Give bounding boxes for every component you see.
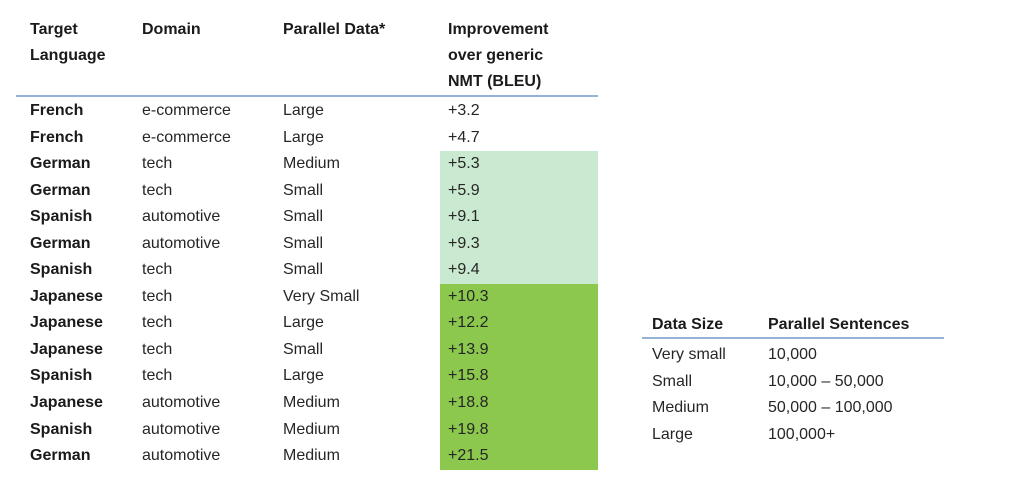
target-language-cell: German	[30, 155, 91, 173]
table-row: German tech Medium +5.3	[16, 151, 598, 178]
parallel-data-cell: Small	[283, 208, 324, 226]
table-row: German tech Small +5.9	[16, 177, 598, 205]
target-language-cell: Japanese	[30, 287, 103, 305]
parallel-data-cell: Medium	[283, 155, 340, 173]
target-language-cell: French	[30, 128, 84, 146]
parallel-data-cell: Large	[283, 367, 324, 385]
parallel-data-cell: Small	[283, 234, 324, 252]
domain-cell: e-commerce	[142, 102, 231, 119]
table-row: German automotive Medium +21.5	[16, 443, 598, 470]
improvement-cell: +21.5	[440, 443, 598, 470]
parallel-data-cell: Medium	[283, 447, 340, 465]
column-header-parallel-data: Parallel Data*	[283, 21, 386, 38]
improvement-cell: +5.9	[440, 177, 598, 205]
improvement-cell: +9.1	[440, 204, 598, 231]
target-language-cell: Japanese	[30, 314, 103, 332]
table-row: Spanish tech Large +15.8	[16, 363, 598, 391]
parallel-sentences-cell: 50,000 – 100,000	[768, 399, 893, 417]
domain-cell: e-commerce	[142, 128, 231, 146]
parallel-data-cell: Large	[283, 314, 324, 332]
table-row: Spanish automotive Medium +19.8	[16, 416, 598, 444]
column-header-data-size: Data Size	[652, 316, 724, 333]
parallel-sentences-cell: 10,000 – 50,000	[768, 372, 884, 390]
improvement-cell: +9.4	[440, 257, 598, 284]
domain-cell: tech	[142, 367, 173, 385]
table-row: French e-commerce Large +4.7	[16, 125, 598, 152]
improvement-cell: +12.2	[440, 310, 598, 337]
parallel-sentences-cell: 10,000	[768, 346, 817, 363]
domain-cell: tech	[142, 287, 173, 305]
domain-cell: tech	[142, 181, 173, 199]
column-header-domain: Domain	[142, 21, 201, 38]
table-row: Japanese tech Very Small +10.3	[16, 283, 598, 311]
data-size-cell: Medium	[652, 399, 709, 417]
target-language-cell: Spanish	[30, 208, 93, 226]
domain-cell: automotive	[142, 394, 221, 412]
table-row: French e-commerce Large +3.2	[16, 98, 598, 125]
improvement-cell: +19.8	[440, 416, 598, 444]
parallel-sentences-cell: 100,000+	[768, 426, 836, 444]
target-language-cell: Spanish	[30, 261, 93, 279]
parallel-data-cell: Large	[283, 128, 324, 146]
column-header-improvement: Improvement over generic NMT (BLEU)	[448, 21, 549, 90]
target-language-cell: Japanese	[30, 340, 103, 358]
parallel-data-cell: Very Small	[283, 287, 360, 305]
table-row: Japanese tech Large +12.2	[16, 310, 598, 337]
parallel-data-cell: Small	[283, 261, 324, 279]
data-size-cell: Large	[652, 426, 693, 444]
results-table: Target Language Domain Parallel Data* Im…	[16, 12, 598, 470]
table-row: Japanese automotive Medium +18.8	[16, 390, 598, 417]
domain-cell: automotive	[142, 420, 221, 438]
domain-cell: automotive	[142, 234, 221, 252]
target-language-cell: Spanish	[30, 367, 93, 385]
target-language-cell: German	[30, 447, 91, 465]
column-header-parallel-sentences: Parallel Sentences	[768, 316, 910, 333]
results-table-header: Target Language Domain Parallel Data* Im…	[16, 12, 598, 97]
parallel-data-cell: Large	[283, 102, 324, 119]
parallel-data-cell: Medium	[283, 420, 340, 438]
target-language-cell: German	[30, 234, 91, 252]
domain-cell: automotive	[142, 208, 221, 226]
data-size-legend-table: Data Size Parallel Sentences Very small 1…	[642, 313, 944, 449]
domain-cell: tech	[142, 155, 173, 173]
table-row: Spanish automotive Small +9.1	[16, 204, 598, 231]
target-language-cell: Japanese	[30, 394, 103, 412]
legend-row: Large 100,000+	[642, 422, 944, 449]
improvement-cell: +3.2	[448, 102, 480, 119]
data-size-cell: Very small	[652, 346, 726, 363]
improvement-cell: +5.3	[440, 151, 598, 178]
table-row: Japanese tech Small +13.9	[16, 336, 598, 364]
legend-table-body: Very small 10,000 Small 10,000 – 50,000 Medi…	[642, 342, 944, 449]
results-table-body: French e-commerce Large +3.2 French e-commerc…	[16, 98, 598, 470]
improvement-cell: +13.9	[440, 336, 598, 364]
target-language-cell: French	[30, 102, 84, 119]
improvement-cell: +9.3	[440, 230, 598, 258]
data-size-cell: Small	[652, 372, 693, 390]
target-language-cell: Spanish	[30, 420, 93, 438]
domain-cell: tech	[142, 261, 173, 279]
domain-cell: tech	[142, 314, 173, 332]
domain-cell: tech	[142, 340, 173, 358]
parallel-data-cell: Medium	[283, 394, 340, 412]
improvement-cell: +18.8	[440, 390, 598, 417]
improvement-cell: +4.7	[448, 128, 480, 146]
improvement-cell: +15.8	[440, 363, 598, 391]
domain-cell: automotive	[142, 447, 221, 465]
parallel-data-cell: Small	[283, 181, 324, 199]
table-row: Spanish tech Small +9.4	[16, 257, 598, 284]
legend-table-header: Data Size Parallel Sentences	[642, 313, 944, 339]
column-header-target-language: Target Language	[30, 21, 106, 64]
legend-row: Small 10,000 – 50,000	[642, 369, 944, 396]
legend-row: Very small 10,000	[642, 342, 944, 369]
target-language-cell: German	[30, 181, 91, 199]
table-row: German automotive Small +9.3	[16, 230, 598, 258]
legend-row: Medium 50,000 – 100,000	[642, 395, 944, 422]
parallel-data-cell: Small	[283, 340, 324, 358]
improvement-cell: +10.3	[440, 283, 598, 311]
